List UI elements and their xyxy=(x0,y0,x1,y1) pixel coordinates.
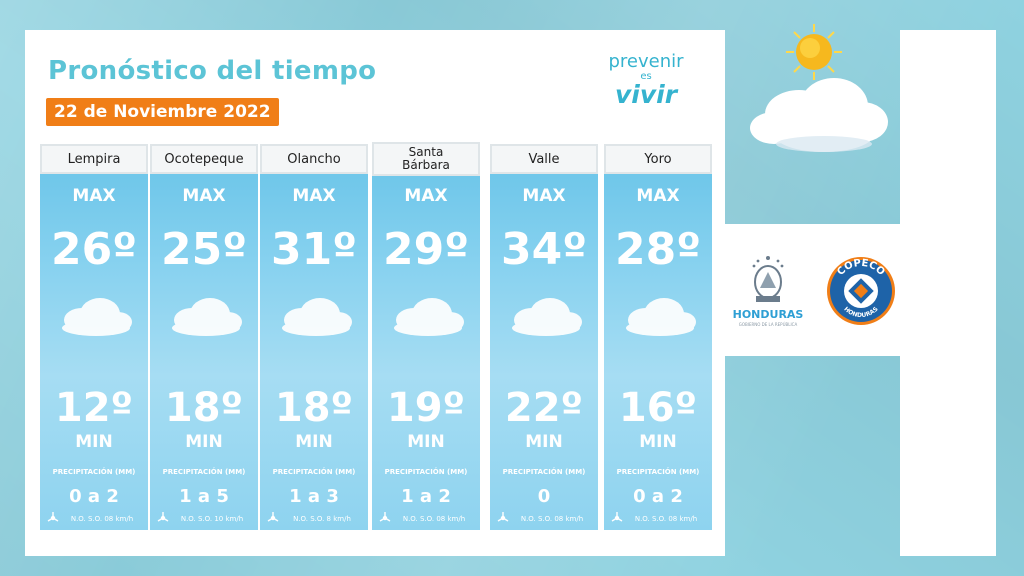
wind-value: N.O. S.O. 08 km/h xyxy=(634,515,698,523)
min-label: MIN xyxy=(295,432,333,452)
city-name: Olancho xyxy=(260,144,368,174)
precipitation-value: 1 a 5 xyxy=(179,486,229,507)
honduras-government-logo: HONDURAS GOBIERNO DE LA REPÚBLICA xyxy=(728,252,808,328)
cloud-icon xyxy=(506,294,584,338)
min-temperature: 22º xyxy=(504,385,584,431)
max-label: MAX xyxy=(182,186,226,206)
min-temperature: 12º xyxy=(54,385,134,431)
brand-line-1: prevenir xyxy=(608,51,684,72)
precipitation-value: 0 a 2 xyxy=(633,486,683,507)
precipitation-value: 0 xyxy=(537,486,551,507)
city-name: Ocotepeque xyxy=(150,144,258,174)
honduras-label: HONDURAS xyxy=(732,308,804,321)
min-temperature: 18º xyxy=(274,385,354,431)
wind-icon xyxy=(610,510,624,524)
max-label: MAX xyxy=(404,186,448,206)
precipitation-label: PRECIPITACIÓN (MM) xyxy=(616,468,700,476)
forecast-card: Santa Bárbara MAX 29º 19º MIN PRECIPITACI… xyxy=(372,142,480,530)
forecast-card: Ocotepeque MAX 25º 18º MIN PRECIPITACIÓN… xyxy=(150,144,258,530)
max-label: MAX xyxy=(636,186,680,206)
wind-icon xyxy=(46,510,60,524)
wind-value: N.O. S.O. 8 km/h xyxy=(293,515,351,523)
precipitation-value: 1 a 2 xyxy=(401,486,451,507)
max-temperature: 28º xyxy=(614,224,702,275)
city-name: Lempira xyxy=(40,144,148,174)
cloud-icon xyxy=(56,294,134,338)
brand-line-2: es xyxy=(640,71,652,82)
cloud-icon xyxy=(750,78,888,152)
wind-icon xyxy=(496,510,510,524)
forecast-card: Yoro MAX 28º 16º MIN PRECIPITACIÓN (MM) … xyxy=(604,144,712,530)
precipitation-label: PRECIPITACIÓN (MM) xyxy=(272,468,356,476)
precipitation-label: PRECIPITACIÓN (MM) xyxy=(502,468,586,476)
wind-icon xyxy=(378,510,392,524)
min-label: MIN xyxy=(639,432,677,452)
wind-icon xyxy=(156,510,170,524)
city-name: Santa Bárbara xyxy=(372,142,480,176)
wind-value: N.O. S.O. 08 km/h xyxy=(402,515,466,523)
cloud-icon xyxy=(620,294,698,338)
sun-icon xyxy=(786,24,842,80)
forecast-card: Olancho MAX 31º 18º MIN PRECIPITACIÓN (M… xyxy=(260,144,368,530)
city-name: Yoro xyxy=(604,144,712,174)
brand-line-3: vivir xyxy=(614,80,678,109)
wind-value: N.O. S.O. 10 km/h xyxy=(180,515,244,523)
cloud-icon xyxy=(166,294,244,338)
brand-logo: prevenir es vivir xyxy=(596,52,696,108)
precipitation-value: 1 a 3 xyxy=(289,486,339,507)
precipitation-label: PRECIPITACIÓN (MM) xyxy=(52,468,136,476)
max-temperature: 26º xyxy=(50,224,138,275)
date-badge: 22 de Noviembre 2022 xyxy=(46,98,279,126)
wind-icon xyxy=(266,510,280,524)
max-label: MAX xyxy=(292,186,336,206)
wind-value: N.O. S.O. 08 km/h xyxy=(70,515,134,523)
wind-value: N.O. S.O. 08 km/h xyxy=(520,515,584,523)
max-temperature: 34º xyxy=(500,224,588,275)
max-label: MAX xyxy=(72,186,116,206)
min-temperature: 19º xyxy=(386,385,466,431)
min-temperature: 18º xyxy=(164,385,244,431)
copeco-logo-icon: COPECO HONDURAS xyxy=(827,257,895,325)
min-label: MIN xyxy=(525,432,563,452)
min-temperature: 16º xyxy=(618,385,698,431)
max-label: MAX xyxy=(522,186,566,206)
max-temperature: 25º xyxy=(160,224,248,275)
precipitation-value: 0 a 2 xyxy=(69,486,119,507)
honduras-sub-label: GOBIERNO DE LA REPÚBLICA xyxy=(738,322,798,327)
min-label: MIN xyxy=(75,432,113,452)
max-temperature: 31º xyxy=(270,224,358,275)
page-title: Pronóstico del tiempo xyxy=(48,56,377,86)
precipitation-label: PRECIPITACIÓN (MM) xyxy=(162,468,246,476)
forecast-card: Valle MAX 34º 22º MIN PRECIPITACIÓN (MM)… xyxy=(490,144,598,530)
max-temperature: 29º xyxy=(382,224,470,275)
city-name: Valle xyxy=(490,144,598,174)
coat-of-arms-icon xyxy=(752,256,784,302)
forecast-card: Lempira MAX 26º 12º MIN PRECIPITACIÓN (M… xyxy=(40,144,148,530)
min-label: MIN xyxy=(407,432,445,452)
h-shape-right-post xyxy=(900,30,996,556)
precipitation-label: PRECIPITACIÓN (MM) xyxy=(384,468,468,476)
cloud-icon xyxy=(276,294,354,338)
cloud-icon xyxy=(388,294,466,338)
min-label: MIN xyxy=(185,432,223,452)
